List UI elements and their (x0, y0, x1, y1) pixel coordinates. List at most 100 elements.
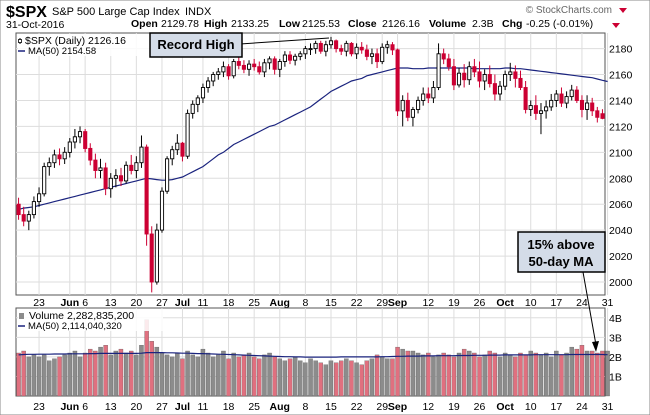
candle (149, 226, 154, 293)
volume-bar (513, 356, 518, 397)
candle (339, 44, 344, 56)
volume-bar (272, 356, 277, 397)
candle-body (574, 89, 579, 101)
candle-body (31, 201, 36, 216)
menu-triangle-icon[interactable] (619, 8, 627, 13)
high-value: 2133.25 (231, 18, 269, 30)
candle (241, 60, 246, 74)
volume-bar (502, 352, 508, 397)
volume-bar (298, 360, 303, 397)
candle (165, 156, 170, 194)
volume-bar (385, 358, 390, 397)
volume-bar (446, 354, 451, 397)
candle-body (487, 74, 492, 85)
candle-body (395, 49, 400, 112)
volume-y-axis: 1B 2B 3B 4B (609, 313, 622, 384)
price-y-tick: 2180 (609, 44, 633, 56)
candle (523, 80, 528, 114)
volume-bar (93, 350, 98, 397)
candle-body (477, 71, 482, 82)
volume-bar (400, 348, 405, 397)
price-y-tick: 2000 (609, 277, 633, 289)
candle (190, 100, 195, 119)
candle-body (492, 83, 497, 95)
volume-bar (344, 358, 349, 397)
candle (431, 80, 436, 104)
volume-x-tick: 22 (351, 401, 363, 413)
legend-volume-label: Volume 2,282,835,200 (29, 310, 134, 322)
record-high-label: Record High (157, 37, 234, 52)
candle (375, 48, 380, 69)
candle (564, 91, 569, 109)
volume-bar (129, 350, 134, 397)
volume-bar (364, 360, 370, 397)
candle (170, 145, 175, 166)
volume-bar (98, 346, 103, 397)
candle (497, 80, 503, 101)
volume-bar (518, 352, 523, 397)
price-y-tick: 2100 (609, 147, 633, 159)
price-x-tick: 31 (602, 297, 614, 309)
date: 31-Oct-2016 (6, 19, 65, 31)
candle (216, 68, 221, 80)
candle (277, 58, 282, 78)
volume-bar (221, 350, 226, 397)
candle (42, 162, 47, 197)
candle-body (52, 154, 57, 164)
candle-body (57, 154, 62, 160)
price-y-tick: 2020 (609, 251, 633, 263)
price-x-tick: 17 (550, 297, 562, 309)
volume-bar (359, 364, 364, 397)
volume-bar (175, 352, 180, 397)
volume-bar (477, 356, 482, 397)
high-label: High (204, 18, 227, 30)
candle (134, 156, 139, 179)
candle (31, 196, 36, 219)
candle (369, 48, 375, 65)
volume-value: 2.3B (472, 18, 494, 30)
volume-bar (257, 358, 262, 397)
price-y-tick: 2060 (609, 199, 633, 211)
candle (231, 58, 236, 79)
volume-bar (523, 354, 528, 397)
candle-body (247, 63, 252, 70)
candle-body (303, 48, 308, 55)
candle-body (544, 106, 549, 112)
candle (574, 86, 579, 104)
candle (293, 53, 298, 66)
candle-body (482, 74, 487, 82)
volume-bar (333, 362, 339, 397)
volume-x-tick: Jun (60, 401, 79, 413)
candle-body (72, 136, 77, 143)
candle-body (149, 233, 154, 283)
candle-body (231, 61, 236, 77)
candle-body (375, 53, 380, 63)
volume-bar (308, 358, 313, 397)
price-x-tick: 12 (422, 297, 434, 309)
candle-body (298, 53, 303, 57)
above-ma-line1: 15% above (527, 237, 594, 252)
volume-bar (31, 354, 37, 397)
candle (600, 109, 605, 120)
candle (26, 210, 31, 231)
volume-x-tick: 19 (448, 401, 460, 413)
above-ma-arrowhead (592, 341, 599, 352)
candle (518, 70, 523, 91)
candle-body (523, 87, 528, 110)
volume-bar (456, 352, 462, 397)
volume-bar (461, 348, 467, 397)
volume-bar (195, 356, 201, 397)
volume-bar (82, 352, 88, 397)
legend-bg (18, 34, 150, 56)
candle (118, 167, 124, 187)
volume-bar (262, 354, 267, 397)
volume-bar (564, 352, 569, 397)
volume-bar (313, 360, 318, 397)
volume-bar (497, 356, 503, 397)
record-high-pointer (239, 37, 330, 45)
volume-x-tick: 24 (576, 401, 588, 413)
volume-bar (118, 348, 124, 397)
candle-body (16, 203, 21, 216)
volume-x-tick: 31 (602, 401, 614, 413)
volume-bar (190, 354, 195, 397)
